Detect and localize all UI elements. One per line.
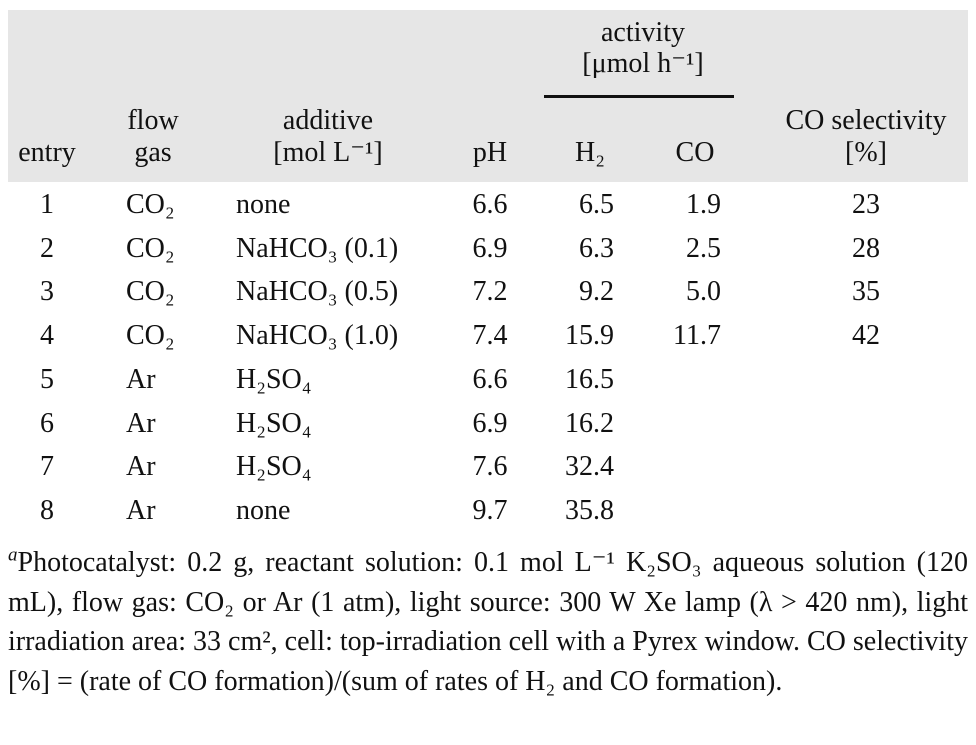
footnote: aPhotocatalyst: 0.2 g, reactant solution… (8, 543, 968, 701)
cell-gas: CO₂ (126, 320, 175, 352)
cell-ph: 7.6 (472, 451, 508, 483)
cell-additive: none (236, 494, 291, 526)
cell-additive: H₂SO₄ (236, 407, 312, 439)
cell-additive: none (236, 189, 291, 220)
header-co: CO (675, 137, 715, 168)
cell-h2: 6.5 (579, 189, 614, 220)
cell-ph: 6.6 (472, 363, 508, 395)
header-selectivity: CO selectivity (785, 105, 947, 136)
cell-entry: 2 (40, 232, 54, 264)
cell-ph: 6.9 (472, 232, 508, 264)
cell-ph: 6.6 (472, 189, 508, 220)
header-h2: H₂ (575, 137, 605, 168)
header-ph: pH (472, 137, 508, 168)
cell-h2: 16.2 (565, 407, 614, 439)
cell-entry: 5 (40, 363, 54, 395)
cell-gas: Ar (126, 363, 156, 395)
header-additive: additive (282, 105, 374, 136)
cell-ph: 7.2 (472, 276, 508, 308)
header-flow: flow (127, 105, 179, 136)
header-selectivity-unit: [%] (845, 137, 887, 168)
cell-additive: H₂SO₄ (236, 451, 312, 483)
footnote-marker: a (8, 544, 18, 566)
cell-entry: 6 (40, 407, 54, 439)
cell-gas: CO₂ (126, 189, 175, 220)
cell-additive: NaHCO₃ (0.5) (236, 276, 399, 308)
cell-entry: 1 (40, 189, 54, 220)
activity-rule (544, 95, 734, 98)
cell-h2: 32.4 (565, 451, 614, 483)
cell-gas: Ar (126, 407, 156, 439)
header-activity: activity (601, 17, 685, 48)
cell-co: 5.0 (686, 276, 721, 308)
cell-selectivity: 35 (852, 276, 880, 308)
cell-co: 11.7 (673, 320, 721, 352)
cell-entry: 3 (40, 276, 54, 308)
cell-h2: 16.5 (565, 363, 614, 395)
cell-entry: 8 (40, 494, 54, 526)
cell-ph: 7.4 (472, 320, 508, 352)
cell-co: 2.5 (686, 232, 721, 264)
cell-gas: Ar (126, 451, 156, 483)
footnote-text: Photocatalyst: 0.2 g, reactant solution:… (8, 547, 968, 697)
header-entry: entry (18, 137, 76, 168)
cell-selectivity: 23 (852, 189, 880, 220)
cell-h2: 9.2 (579, 276, 614, 308)
cell-entry: 7 (40, 451, 54, 483)
cell-additive: NaHCO₃ (0.1) (236, 232, 399, 264)
cell-h2: 35.8 (565, 494, 614, 526)
header-additive-unit: [mol L⁻¹] (273, 137, 383, 168)
cell-ph: 6.9 (472, 407, 508, 439)
cell-co: 1.9 (686, 189, 721, 220)
cell-ph: 9.7 (472, 494, 508, 526)
cell-entry: 4 (40, 320, 54, 352)
cell-h2: 6.3 (579, 232, 614, 264)
header-activity-unit: [μmol h⁻¹] (582, 48, 704, 79)
cell-h2: 15.9 (565, 320, 614, 352)
cell-selectivity: 28 (852, 232, 880, 264)
cell-additive: H₂SO₄ (236, 363, 312, 395)
header-background (8, 10, 968, 182)
cell-gas: CO₂ (126, 232, 175, 264)
cell-gas: Ar (126, 494, 156, 526)
header-gas: gas (134, 137, 172, 168)
cell-gas: CO₂ (126, 276, 175, 308)
cell-selectivity: 42 (852, 320, 880, 352)
cell-additive: NaHCO₃ (1.0) (236, 320, 399, 352)
